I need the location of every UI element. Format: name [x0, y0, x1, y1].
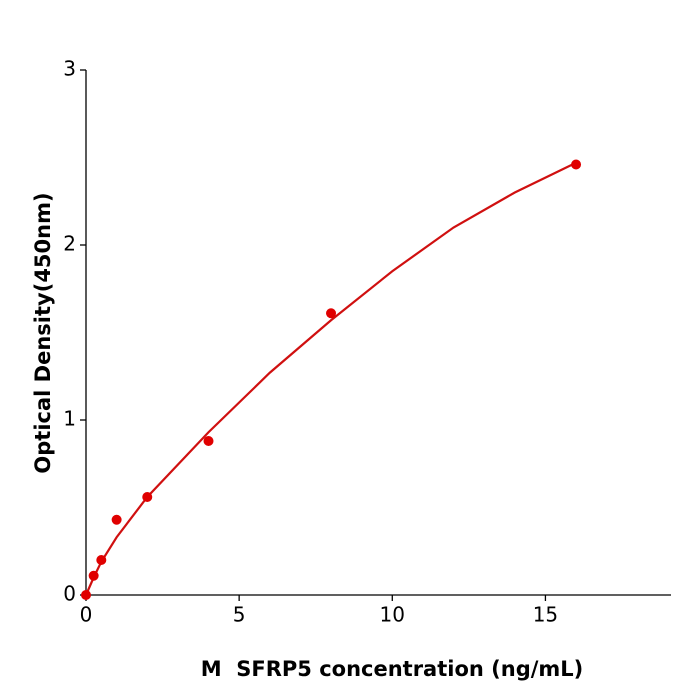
y-tick-label: 0 — [63, 582, 76, 606]
x-tick-label: 15 — [533, 603, 558, 627]
data-point — [203, 436, 214, 446]
y-tick-label: 1 — [63, 407, 76, 431]
x-tick-label: 5 — [233, 603, 246, 627]
y-axis-label: Optical Density(450nm) — [31, 192, 55, 473]
x-tick-label: 10 — [380, 603, 405, 627]
data-point — [326, 308, 337, 319]
x-tick-label: 0 — [80, 603, 93, 627]
y-tick-label: 3 — [63, 57, 76, 81]
fit-curve — [84, 161, 577, 596]
data-point — [571, 159, 582, 170]
data-point — [96, 555, 107, 565]
data-point — [81, 590, 91, 600]
x-axis-label: M SFRP5 concentration (ng/mL) — [201, 657, 584, 681]
data-point — [111, 514, 122, 525]
data-point — [88, 570, 99, 581]
y-tick-label: 2 — [63, 232, 76, 256]
data-point — [142, 492, 153, 502]
